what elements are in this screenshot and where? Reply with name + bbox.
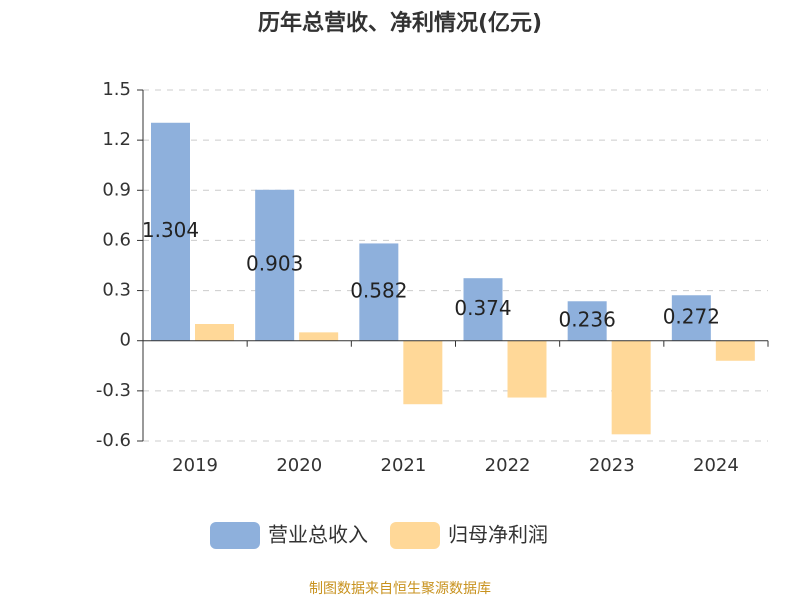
legend-swatch — [210, 522, 260, 549]
bar — [611, 340, 651, 435]
bar — [299, 332, 339, 341]
y-tick-label: 0.6 — [102, 229, 131, 250]
x-tick-label: 2022 — [485, 455, 531, 476]
legend-label: 营业总收入 — [268, 523, 368, 547]
x-tick-label: 2019 — [172, 455, 218, 476]
data-label: 1.304 — [142, 218, 199, 242]
bar — [567, 301, 607, 341]
source-note: 制图数据来自恒生聚源数据库 — [309, 581, 491, 597]
y-tick-label: 1.2 — [102, 129, 131, 150]
data-label: 0.374 — [454, 296, 511, 320]
x-tick-label: 2021 — [381, 455, 427, 476]
bar — [359, 243, 399, 341]
bar — [403, 340, 443, 405]
bar — [255, 189, 295, 341]
x-tick-label: 2024 — [693, 455, 739, 476]
y-tick-label: 0.9 — [102, 179, 131, 200]
x-tick-label: 2020 — [276, 455, 322, 476]
data-label: 0.272 — [663, 304, 720, 328]
bar — [151, 122, 190, 341]
bar — [195, 324, 234, 341]
bar — [671, 295, 711, 341]
y-tick-label: -0.6 — [96, 430, 131, 451]
data-label: 0.236 — [559, 307, 616, 331]
y-tick-label: -0.3 — [96, 380, 131, 401]
data-label: 0.582 — [350, 279, 407, 303]
bar — [715, 340, 755, 361]
y-tick-label: 0 — [120, 330, 131, 351]
bar — [507, 340, 547, 398]
bar — [463, 278, 503, 341]
y-tick-label: 1.5 — [102, 79, 131, 100]
data-label: 0.903 — [246, 252, 303, 276]
x-tick-label: 2023 — [589, 455, 635, 476]
y-tick-label: 0.3 — [102, 280, 131, 301]
legend-swatch — [390, 522, 440, 549]
legend-label: 归母净利润 — [448, 523, 548, 547]
chart-title: 历年总营收、净利情况(亿元) — [258, 10, 542, 36]
